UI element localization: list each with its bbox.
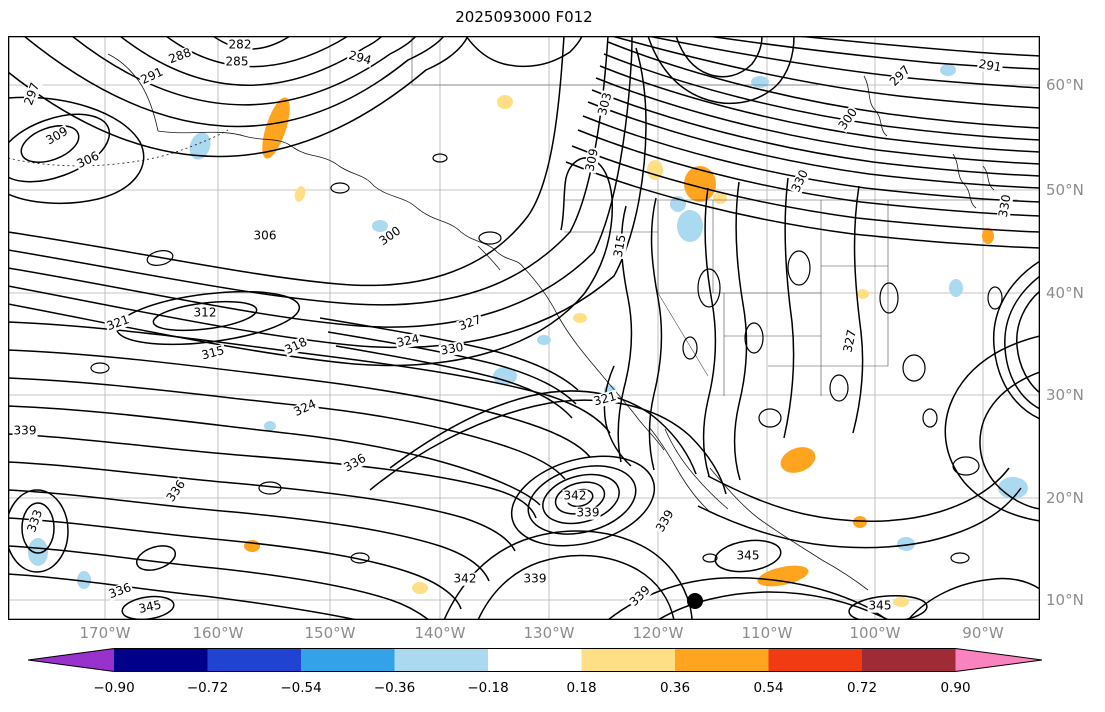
- colorbar-segment: [488, 648, 582, 672]
- graticule: [8, 36, 1040, 620]
- location-marker-dot: [687, 593, 703, 609]
- colorbar-segment: [207, 648, 301, 672]
- x-tick-label: 130°W: [523, 624, 575, 642]
- x-tick-label: 90°W: [962, 624, 1004, 642]
- colorbar-segment: [581, 648, 675, 672]
- colorbar-segment: [301, 648, 395, 672]
- colorbar-over-arrow: [955, 648, 1042, 672]
- x-tick-label: 140°W: [414, 624, 466, 642]
- colorbar-tick-label: −0.72: [186, 680, 229, 696]
- contour-lines: [8, 36, 1040, 620]
- x-tick-label: 110°W: [741, 624, 793, 642]
- map-canvas: [8, 36, 1040, 620]
- colorbar-segment: [114, 648, 208, 672]
- colorbar-segment: [862, 648, 956, 672]
- map-plot-area: 282 285 288 291 294 297 309 306 300 303 309 306 315 3…: [8, 36, 1040, 620]
- y-tick-label: 20°N: [1046, 489, 1084, 507]
- x-tick-label: 120°W: [632, 624, 684, 642]
- colorbar-tick-label: −0.54: [280, 680, 322, 696]
- colorbar-tick-label: −0.36: [373, 680, 416, 696]
- plot-frame: [8, 36, 1040, 620]
- x-tick-label: 170°W: [79, 624, 131, 642]
- colorbar-segment: [394, 648, 488, 672]
- colorbar-tick-label: 0.72: [846, 680, 878, 696]
- colorbar-tick-label: 0.54: [753, 680, 784, 696]
- colorbar-under-arrow: [28, 648, 114, 672]
- coastlines: [8, 53, 995, 591]
- chart-title: 2025093000 F012: [455, 8, 593, 26]
- x-tick-label: 100°W: [849, 624, 901, 642]
- y-tick-label: 60°N: [1046, 76, 1084, 94]
- y-tick-label: 50°N: [1046, 181, 1084, 199]
- colorbar-segment: [675, 648, 769, 672]
- colorbar-tick-label: 0.18: [566, 680, 597, 696]
- colorbar-tick-label: 0.90: [940, 680, 971, 696]
- x-tick-label: 160°W: [192, 624, 244, 642]
- y-tick-label: 30°N: [1046, 386, 1084, 404]
- y-tick-label: 40°N: [1046, 284, 1084, 302]
- shading-patches: [28, 64, 1028, 607]
- colorbar-tick-label: 0.36: [659, 680, 691, 696]
- colorbar-tick-label: −0.18: [467, 680, 509, 696]
- colorbar: [27, 648, 1043, 672]
- colorbar-segment: [768, 648, 862, 672]
- colorbar-tick-label: −0.90: [93, 680, 135, 696]
- x-tick-label: 150°W: [304, 624, 356, 642]
- y-tick-label: 10°N: [1046, 591, 1084, 609]
